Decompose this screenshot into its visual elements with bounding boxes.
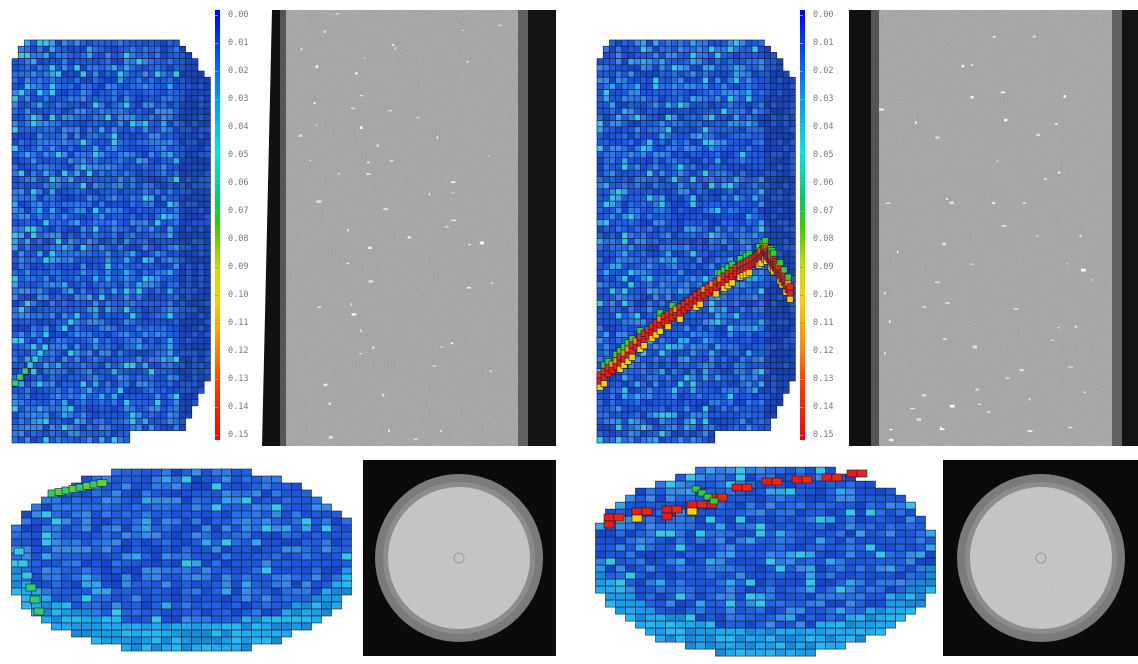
colorbar-tick-label: 0.11 [799,318,834,328]
colorbar-tick-label: 0.00 [214,10,249,20]
colorbar-tick-label: 0.00 [799,10,834,20]
colorbar-tick-label: 0.12 [799,346,834,356]
colorbar-tick-label: 0.02 [799,66,834,76]
colorbar-tick-label: 0.05 [214,150,249,160]
colorbar-tick-label: 0.08 [799,234,834,244]
colorbar-tick-label: 0.13 [799,374,834,384]
colorbar-tick-label: 0.06 [214,178,249,188]
colorbar-tick-label: 0.06 [799,178,834,188]
colorbar-tick-label: 0.14 [214,402,249,412]
colorbar-tick-label: 0.09 [799,262,834,272]
strain-mesh-horizontal-right [592,456,938,662]
colorbar-tick-label: 0.07 [799,206,834,216]
colorbar-tick-label: 0.12 [214,346,249,356]
colorbar-tick-label: 0.10 [214,290,249,300]
colorbar-tick-label: 0.05 [799,150,834,160]
colorbar-tick-label: 0.09 [214,262,249,272]
strain-mesh-vertical-right [593,10,799,444]
colorbar-tick-label: 0.11 [214,318,249,328]
ct-image-vertical-left [262,10,556,446]
colorbar-tick-label: 0.15 [214,430,249,440]
colorbar-tick-label: 0.01 [214,38,249,48]
colorbar-tick-label: 0.04 [799,122,834,132]
colorbar-tick-label: 0.01 [799,38,834,48]
colorbar-right [800,10,805,440]
strain-mesh-vertical-left [8,10,214,444]
colorbar-tick-label: 0.14 [799,402,834,412]
colorbar-left [215,10,220,440]
colorbar-tick-label: 0.02 [214,66,249,76]
colorbar-tick-label: 0.04 [214,122,249,132]
colorbar-tick-label: 0.13 [214,374,249,384]
strain-mesh-horizontal-left [8,458,358,658]
colorbar-tick-label: 0.03 [214,94,249,104]
ct-image-vertical-right [849,10,1138,446]
colorbar-tick-label: 0.15 [799,430,834,440]
ct-image-horizontal-left [363,460,556,656]
colorbar-tick-label: 0.08 [214,234,249,244]
colorbar-left-labels: 0.00 0.01 0.02 0.03 0.04 0.05 0.06 0.07 0.08 0.09… [214,10,268,440]
colorbar-right-labels: 0.00 0.01 0.02 0.03 0.04 0.05 0.06 0.07 0.08 0.09… [799,10,853,440]
colorbar-tick-label: 0.07 [214,206,249,216]
colorbar-tick-label: 0.10 [799,290,834,300]
colorbar-tick-label: 0.03 [799,94,834,104]
ct-image-horizontal-right [943,460,1138,656]
